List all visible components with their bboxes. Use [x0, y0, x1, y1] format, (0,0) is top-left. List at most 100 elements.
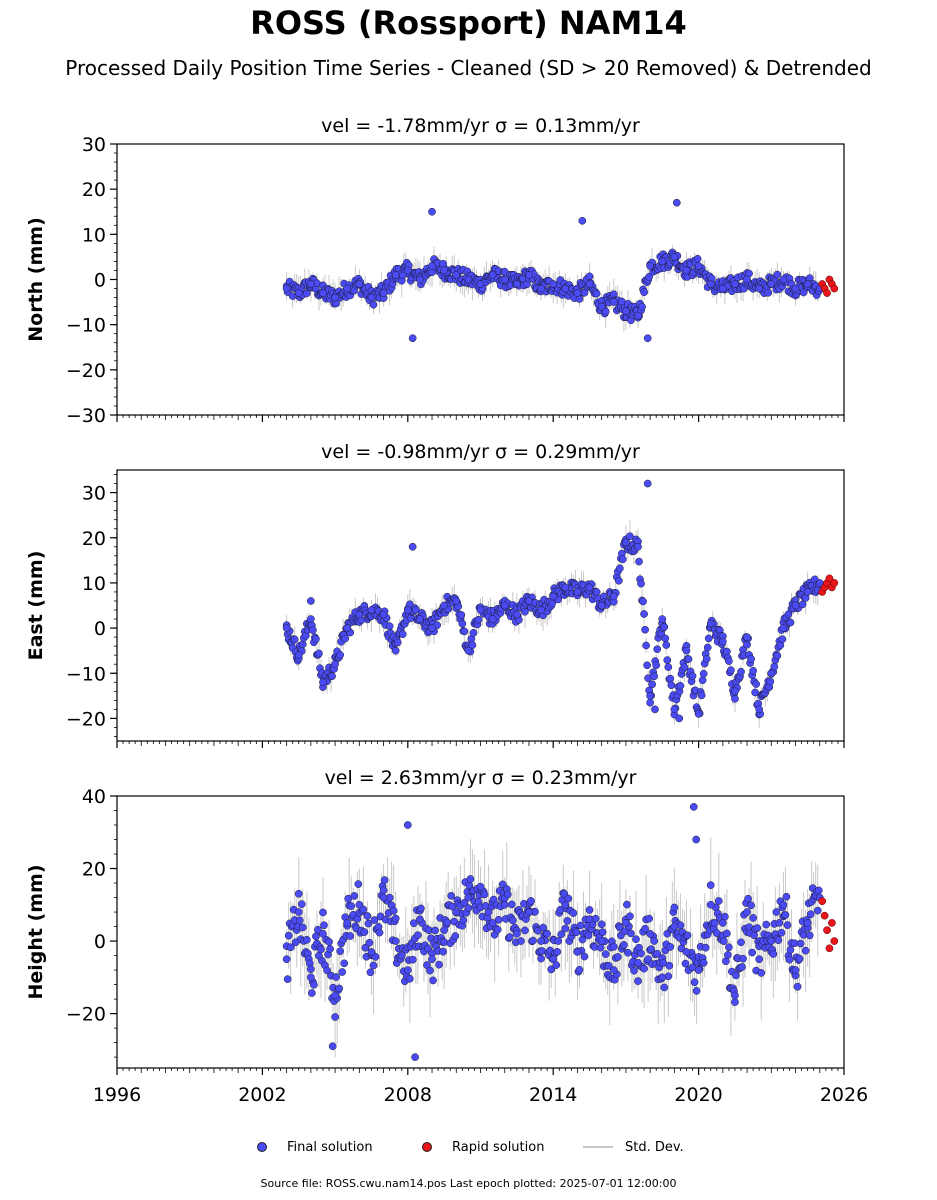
final-solution-point: [786, 618, 795, 627]
final-solution-point: [527, 897, 535, 905]
final-solution-point: [614, 576, 623, 585]
final-solution-point: [503, 890, 512, 899]
final-solution-point: [676, 681, 685, 690]
final-solution-point: [405, 974, 414, 983]
final-solution-point: [464, 646, 473, 655]
final-solution-point: [643, 334, 652, 343]
final-solution-point: [743, 908, 751, 916]
y-tick-label: −10: [66, 315, 106, 337]
final-solution-point: [416, 915, 424, 924]
final-solution-point: [791, 966, 800, 974]
final-solution-point: [643, 661, 651, 670]
final-solution-point: [749, 666, 757, 675]
final-solution-point: [727, 666, 735, 675]
final-solution-point: [549, 280, 558, 288]
final-solution-point: [718, 919, 727, 927]
final-solution-point: [426, 966, 434, 975]
final-solution-point: [743, 275, 751, 284]
final-solution-point: [725, 943, 733, 952]
final-solution-point: [331, 660, 339, 669]
final-solution-point: [719, 937, 728, 946]
final-solution-point: [370, 916, 379, 924]
final-solution-point: [783, 921, 792, 929]
final-solution-point: [640, 288, 648, 297]
final-solution-point: [331, 1013, 339, 1021]
final-solution-point: [543, 929, 551, 938]
y-tick-label: −30: [66, 405, 106, 427]
final-solution-point: [779, 275, 788, 284]
final-solution-point: [718, 637, 727, 646]
final-solution-point: [620, 941, 628, 949]
final-solution-point: [752, 680, 761, 688]
final-solution-point: [662, 641, 671, 649]
final-solution-point: [500, 900, 509, 909]
final-solution-point: [663, 656, 672, 664]
final-solution-point: [767, 280, 776, 288]
final-solution-point: [308, 989, 316, 997]
final-solution-point: [464, 893, 473, 902]
final-solution-point: [464, 275, 473, 284]
final-solution-point: [307, 597, 315, 605]
final-solution-point: [596, 943, 605, 952]
final-solution-point: [609, 942, 618, 951]
final-solution-point: [803, 280, 812, 288]
final-solution-point: [747, 901, 755, 910]
final-solution-point: [458, 619, 467, 628]
final-solution-point: [569, 909, 578, 917]
final-solution-point: [796, 939, 805, 948]
final-solution-point: [701, 943, 710, 952]
final-solution-point: [513, 280, 521, 288]
final-solution-point: [749, 914, 757, 922]
y-axis-label: Height (mm): [25, 864, 47, 999]
final-solution-point: [397, 951, 406, 960]
final-solution-point: [597, 302, 606, 311]
final-solution-point: [683, 931, 692, 940]
final-solution-point: [307, 973, 315, 982]
final-solution-point: [393, 638, 402, 647]
final-solution-point: [328, 672, 336, 681]
final-solution-point: [508, 916, 517, 925]
final-solution-point: [294, 289, 303, 297]
final-solution-point: [688, 672, 697, 680]
rapid-solution-point: [823, 926, 831, 935]
final-solution-point: [658, 257, 667, 266]
final-solution-point: [665, 961, 674, 970]
final-solution-point: [682, 266, 691, 275]
final-solution-point: [798, 600, 807, 609]
final-solution-point: [537, 954, 545, 963]
final-solution-point: [476, 882, 485, 891]
y-tick-label: 30: [82, 134, 106, 156]
final-solution-point: [431, 926, 439, 935]
final-solution-point: [474, 615, 483, 624]
rapid-solution-point: [828, 919, 836, 927]
final-solution-point: [615, 564, 624, 573]
final-solution-point: [315, 649, 323, 658]
final-solution-point: [592, 588, 601, 596]
final-solution-point: [778, 635, 787, 644]
final-solution-point: [343, 624, 352, 632]
final-solution-point: [335, 984, 343, 993]
final-solution-point: [380, 876, 389, 884]
final-solution-point: [632, 935, 640, 944]
final-solution-point: [652, 661, 661, 670]
final-solution-point: [643, 479, 652, 488]
final-solution-point: [753, 924, 762, 932]
final-solution-point: [537, 937, 545, 945]
final-solution-point: [537, 606, 545, 614]
final-solution-point: [782, 892, 791, 901]
final-solution-point: [747, 655, 755, 663]
legend-item-final: Final solution: [257, 1136, 373, 1158]
y-tick-label: 0: [94, 618, 106, 640]
final-solution-point: [529, 936, 537, 945]
y-tick-label: 20: [82, 859, 106, 881]
rapid-solution-point: [830, 284, 839, 293]
final-solution-point: [706, 900, 715, 909]
final-solution-point: [681, 959, 690, 968]
final-solution-point: [414, 931, 422, 940]
final-solution-point: [585, 915, 594, 924]
final-solution-point: [805, 931, 814, 940]
final-solution-point: [488, 919, 497, 927]
final-solution-point: [772, 908, 781, 916]
final-solution-point: [554, 937, 563, 945]
final-solution-point: [537, 284, 545, 293]
